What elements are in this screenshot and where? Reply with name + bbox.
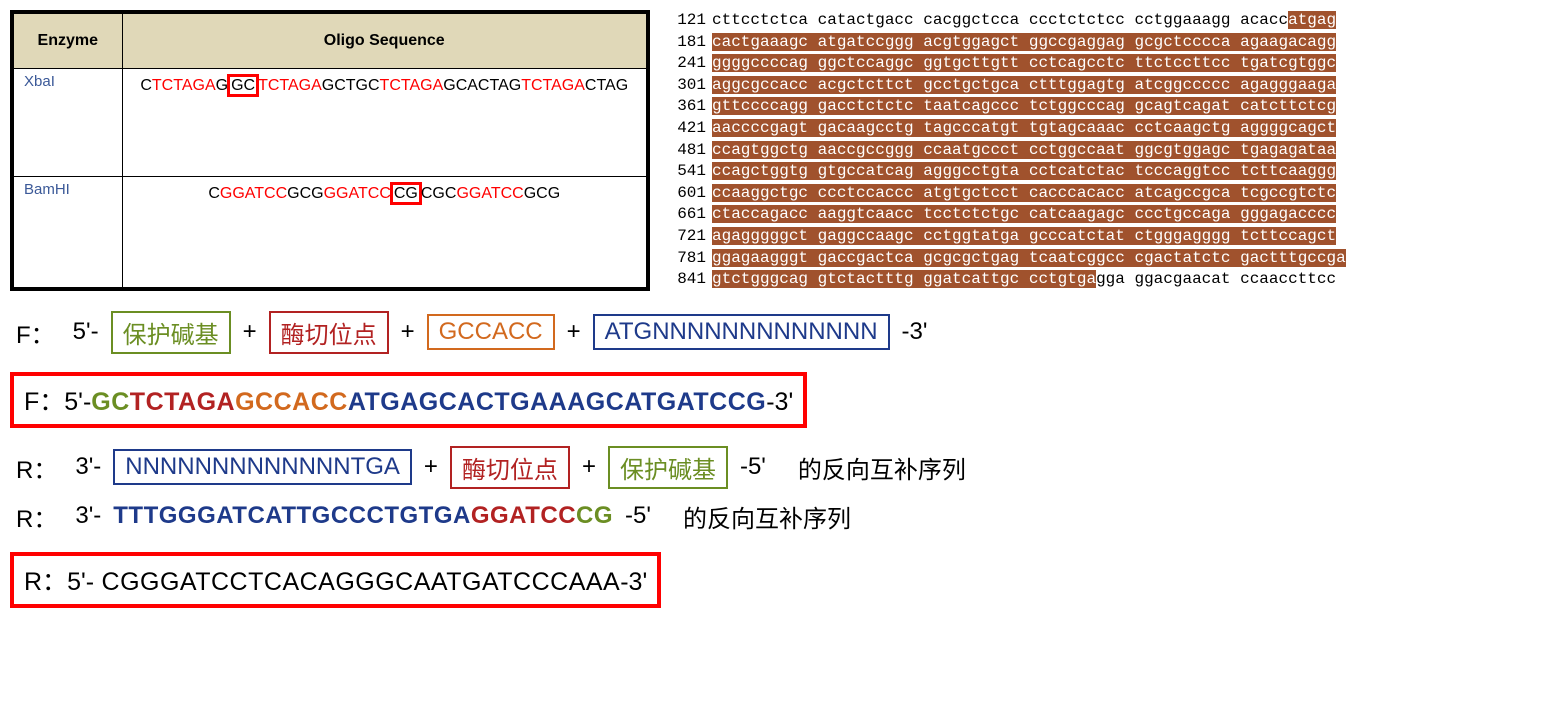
r-primer-intermediate: R： 3'-TTTGGGATCATTGCCCTGTGAGGATCCCG-5' 的…	[10, 499, 1531, 534]
r-intermediate-suffix: 的反向互补序列	[683, 499, 851, 534]
primer-segment-box: 保护碱基	[111, 311, 231, 354]
sequence-row: 841gtctgggcag gtctactttg ggatcattgc cctg…	[670, 269, 1346, 291]
header-oligo: Oligo Sequence	[122, 12, 648, 69]
enzyme-name: XbaI	[12, 69, 122, 177]
primer-segment-box: NNNNNNNNNNNNNTGA	[113, 449, 412, 485]
sequence-row: 661ctaccagacc aaggtcaacc tcctctctgc catc…	[670, 204, 1346, 226]
primer-segment-box: 酶切位点	[450, 446, 570, 489]
f-primer-template: F： 5'- 保护碱基+酶切位点+GCCACC+ATGNNNNNNNNNNNNN…	[10, 311, 1531, 354]
sequence-row: 481ccagtggctg aaccgccggg ccaatgccct cctg…	[670, 140, 1346, 162]
primer-segment-box: 酶切位点	[269, 311, 389, 354]
r-template-suffix: 的反向互补序列	[798, 450, 966, 485]
sequence-row: 421aaccccgagt gacaagcctg tagcccatgt tgta…	[670, 118, 1346, 140]
sequence-row: 721agagggggct gaggccaagc cctggtatga gccc…	[670, 226, 1346, 248]
oligo-cell: CGGATCCGCGGGATCCCGCGCGGATCCGCG	[122, 176, 648, 288]
r-primer-template: R： 3'- NNNNNNNNNNNNNTGA+酶切位点+保护碱基 -5' 的反…	[10, 446, 1531, 489]
sequence-panel: 121cttcctctca catactgacc cacggctcca ccct…	[670, 10, 1346, 291]
r-primer-result: R：5'- CGGGATCCTCACAGGGCAATGATCCCAAA-3'	[10, 552, 661, 608]
f-primer-result: F：5'-GCTCTAGAGCCACCATGAGCACTGAAAGCATGATC…	[10, 372, 807, 428]
sequence-row: 121cttcctctca catactgacc cacggctcca ccct…	[670, 10, 1346, 32]
sequence-row: 781ggagaagggt gaccgactca gcgcgctgag tcaa…	[670, 248, 1346, 270]
primer-segment-box: ATGNNNNNNNNNNNNN	[593, 314, 890, 350]
primer-segment-box: 保护碱基	[608, 446, 728, 489]
sequence-row: 241ggggccccag ggctccaggc ggtgcttgtt cctc…	[670, 53, 1346, 75]
sequence-row: 541ccagctggtg gtgccatcag agggcctgta cctc…	[670, 161, 1346, 183]
sequence-row: 181cactgaaagc atgatccggg acgtggagct ggcc…	[670, 32, 1346, 54]
sequence-row: 361gttccccagg gacctctctc taatcagccc tctg…	[670, 96, 1346, 118]
header-enzyme: Enzyme	[12, 12, 122, 69]
primer-segment-box: GCCACC	[427, 314, 555, 350]
enzyme-name: BamHI	[12, 176, 122, 288]
oligo-cell: CTCTAGAGGCTCTAGAGCTGCTCTAGAGCACTAGTCTAGA…	[122, 69, 648, 177]
enzyme-table: Enzyme Oligo Sequence XbaICTCTAGAGGCTCTA…	[10, 10, 650, 291]
sequence-row: 601ccaaggctgc ccctccaccc atgtgctcct cacc…	[670, 183, 1346, 205]
primer-design-section: F： 5'- 保护碱基+酶切位点+GCCACC+ATGNNNNNNNNNNNNN…	[10, 311, 1531, 616]
sequence-row: 301aggcgccacc acgctcttct gcctgctgca cttt…	[670, 75, 1346, 97]
